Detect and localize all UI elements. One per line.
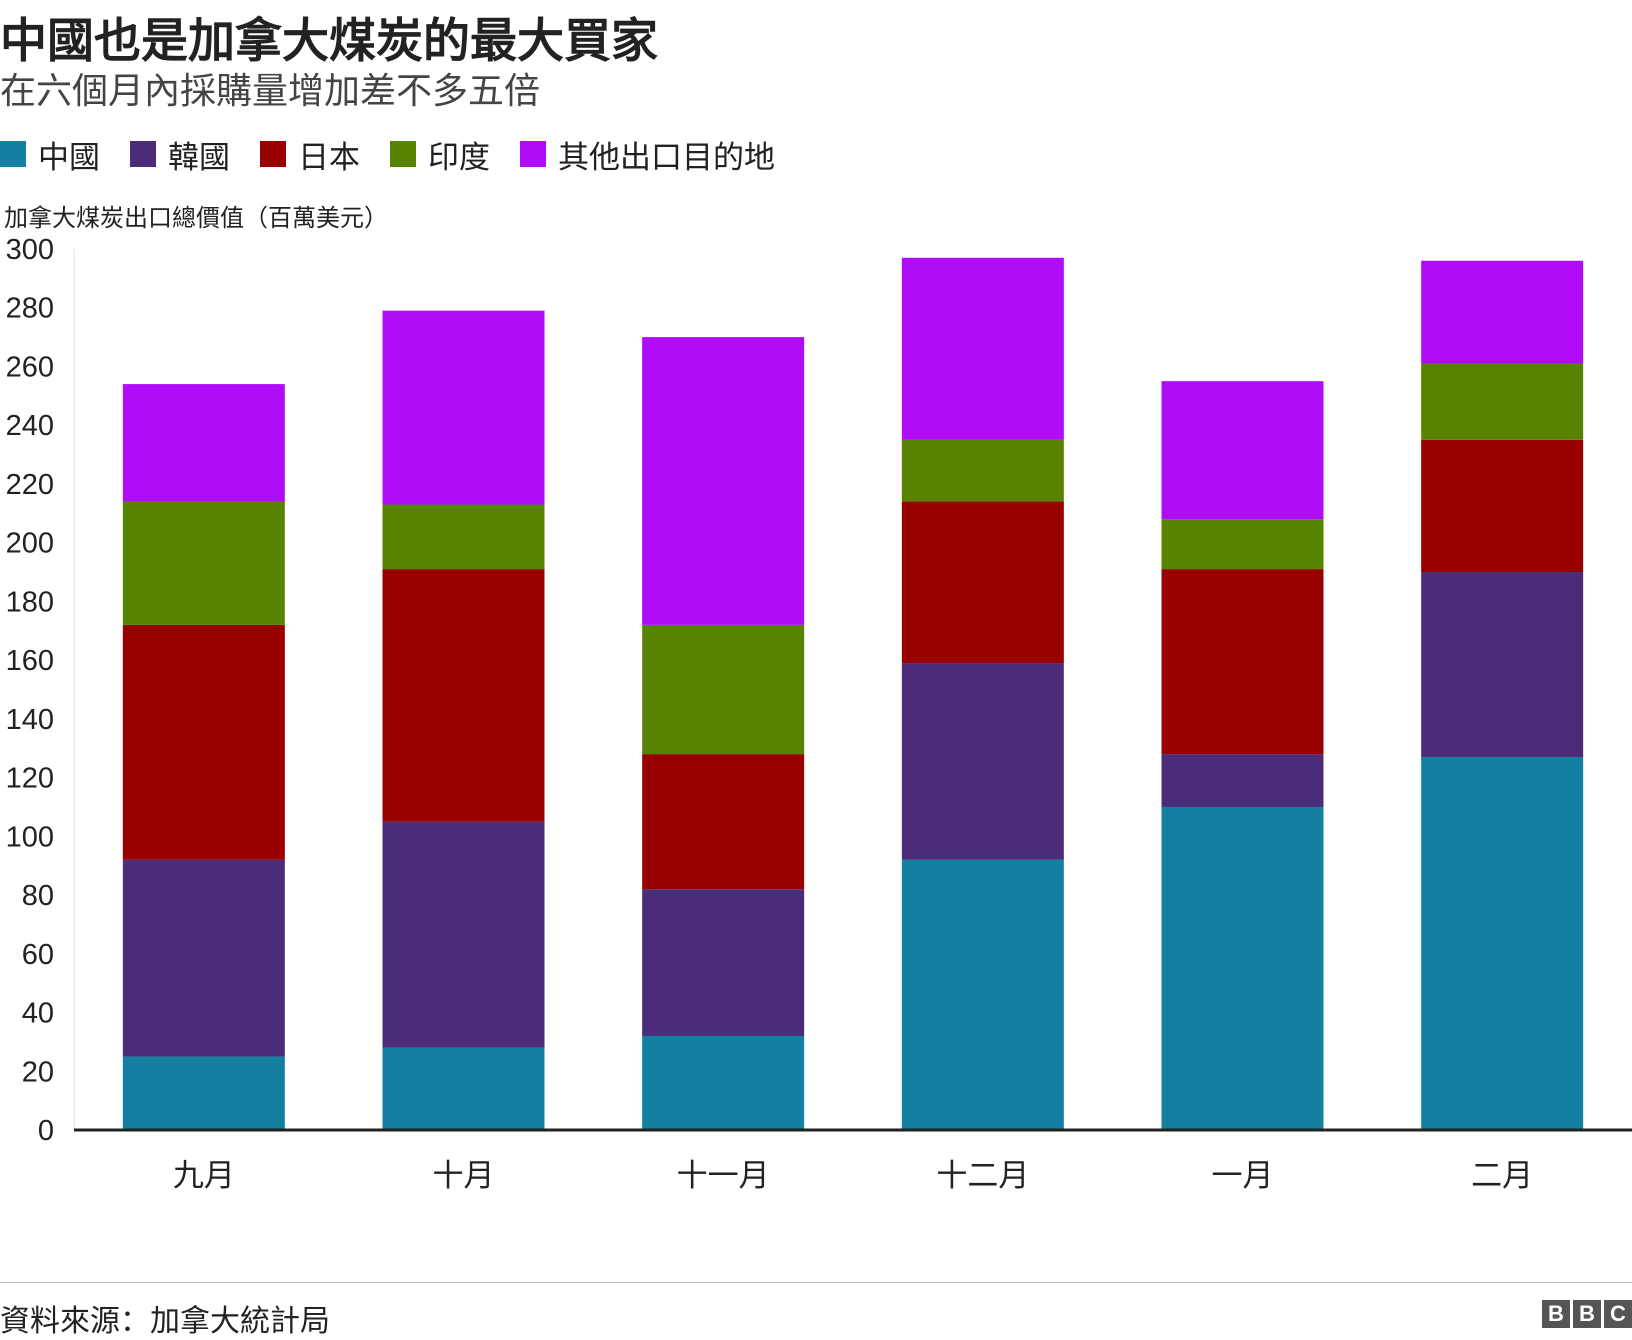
bar-segment [1421,439,1584,573]
bar-segment [1161,569,1324,755]
legend-label: 印度 [428,139,490,175]
y-tick-label: 40 [22,998,54,1030]
source-note: 資料來源：加拿大統計局 [0,1305,330,1338]
y-tick-label: 180 [6,586,54,618]
y-axis-label: 加拿大煤炭出口總價值（百萬美元） [4,205,388,232]
bar-segment [901,663,1064,860]
legend-item: 印度 [390,132,490,177]
bar-segment [382,310,545,505]
footer-divider [0,1282,1632,1283]
y-tick-label: 20 [22,1056,54,1088]
bar-segment [642,624,805,755]
legend-swatch [130,141,156,167]
y-tick-label: 300 [6,234,54,266]
legend-item: 日本 [260,132,360,177]
bar-segment [1421,363,1584,440]
legend-label: 日本 [298,139,360,175]
legend-item: 其他出口目的地 [520,132,775,177]
x-tick-label: 十一月 [677,1158,770,1193]
x-tick-label: 二月 [1471,1158,1533,1193]
legend-item: 韓國 [130,132,230,177]
y-tick-label: 120 [6,763,54,795]
legend-swatch [0,141,26,167]
bbc-logo-letter: B [1542,1300,1570,1328]
bar-segment [1421,572,1584,758]
legend-label: 中國 [38,139,100,175]
chart-subtitle: 在六個月內採購量增加差不多五倍 [0,70,541,111]
legend-swatch [520,141,546,167]
y-tick-label: 260 [6,351,54,383]
bar-segment [1161,519,1324,570]
x-tick-label: 九月 [173,1158,235,1193]
bar-segment [901,501,1064,664]
x-tick-label: 一月 [1212,1158,1274,1193]
bar-segment [382,821,545,1048]
bar-segment [642,1036,805,1130]
bar-segment [1421,260,1584,364]
stacked-bar-chart: 0 20 40 60 80 100 120 140 160 180 200 220 240 260 280 3… [6,234,1632,1193]
bar-segment [1161,381,1324,520]
bar-segment [901,439,1064,502]
legend-item: 中國 [0,132,100,177]
bar-segment [1161,754,1324,807]
bar-segment [122,859,285,1057]
bbc-logo: B B C [1539,1300,1632,1328]
x-tick-label: 十二月 [936,1158,1029,1193]
bar-segment [642,889,805,1037]
y-tick-label: 60 [22,939,54,971]
y-tick-label: 0 [38,1115,54,1147]
legend: 中國 韓國 日本 印度 其他出口目的地 [0,132,805,177]
y-tick-label: 220 [6,469,54,501]
bbc-logo-letter: B [1573,1300,1601,1328]
bar-segment [382,569,545,822]
bar-segment [1161,806,1324,1130]
y-tick-label: 140 [6,704,54,736]
bar-segment [122,1056,285,1130]
y-tick-label: 280 [6,293,54,325]
y-tick-label: 160 [6,645,54,677]
y-tick-label: 80 [22,880,54,912]
legend-swatch [390,141,416,167]
legend-swatch [260,141,286,167]
bar-segment [1421,757,1584,1130]
bar-segment [122,624,285,860]
bar-segment [122,384,285,502]
chart-title: 中國也是加拿大煤炭的最大買家 [0,14,658,67]
y-tick-label: 200 [6,528,54,560]
y-tick-label: 240 [6,410,54,442]
legend-label: 韓國 [168,139,230,175]
legend-label: 其他出口目的地 [558,139,775,175]
bar-segment [642,754,805,890]
bar-segment [901,257,1064,440]
bar-segment [382,1047,545,1130]
x-tick-label: 十月 [433,1158,495,1193]
bar-segment [901,859,1064,1130]
bbc-logo-letter: C [1604,1300,1632,1328]
bar-segment [642,337,805,625]
bar-segment [382,504,545,570]
y-tick-label: 100 [6,821,54,853]
bar-segment [122,501,285,625]
